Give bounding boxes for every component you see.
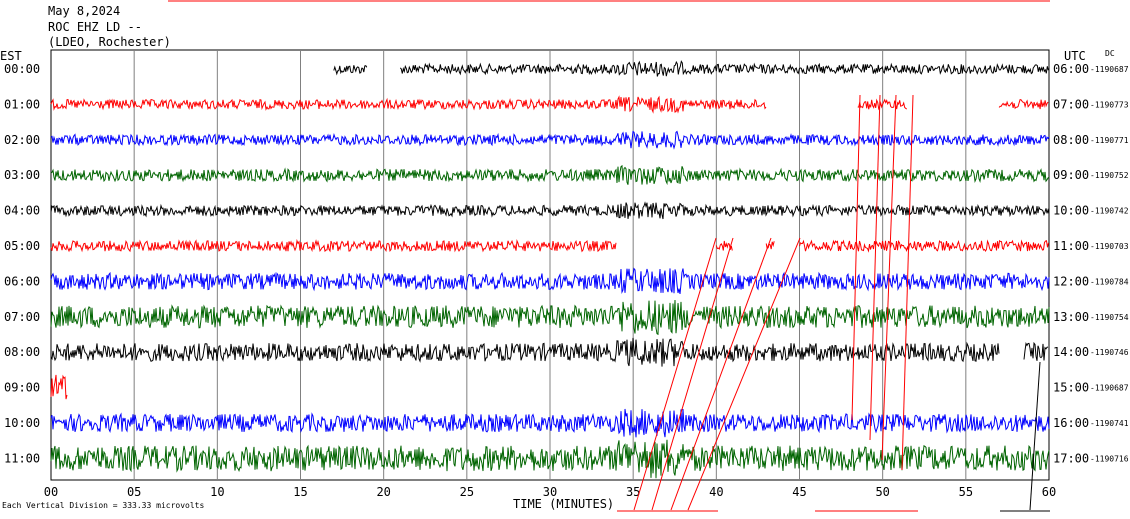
utc-hour-label: 06:00	[1053, 62, 1089, 76]
trace-row-0000-seg-0	[333, 65, 368, 76]
x-tick-40: 40	[709, 485, 723, 499]
utc-hour-label: 17:00	[1053, 451, 1089, 465]
utc-hour-label: 12:00	[1053, 274, 1089, 288]
trace-row-0000-seg-1	[399, 60, 1049, 77]
trace-row-0500-seg-0	[50, 238, 617, 253]
slant-line-0	[633, 237, 717, 511]
slant-line-7	[901, 94, 914, 471]
trace-row-0800-seg-0	[50, 337, 1000, 367]
est-hour-label: 05:00	[4, 239, 40, 253]
dc-offset-label: -1190746	[1090, 348, 1129, 357]
trace-row-0800-seg-1	[1023, 341, 1049, 361]
dc-offset-label: -1190754	[1090, 313, 1129, 322]
est-hour-label: 11:00	[4, 451, 40, 465]
slant-line-2	[670, 237, 772, 511]
slant-line-black	[1029, 361, 1041, 511]
est-hour-label: 08:00	[4, 345, 40, 359]
dc-offset-label: -1190703	[1090, 242, 1129, 251]
dc-offset-label: -1190771	[1090, 136, 1129, 145]
x-tick-10: 10	[210, 485, 224, 499]
utc-hour-label: 07:00	[1053, 97, 1089, 111]
utc-label: UTC	[1064, 49, 1086, 63]
dc-offset-label: -1190687	[1090, 384, 1129, 393]
pick-slant-lines	[633, 94, 1041, 511]
x-axis-title: TIME (MINUTES)	[513, 497, 614, 511]
x-tick-60: 60	[1042, 485, 1056, 499]
chart-date: May 8,2024	[48, 4, 120, 18]
dc-offset-label: -1190784	[1090, 277, 1129, 286]
trace-row-0100-seg-1	[857, 98, 908, 111]
utc-hour-label: 11:00	[1053, 239, 1089, 253]
est-hour-label: 03:00	[4, 168, 40, 182]
est-label: EST	[0, 49, 22, 63]
est-hour-label: 00:00	[4, 62, 40, 76]
station-code: ROC EHZ LD --	[48, 20, 142, 34]
utc-hour-label: 13:00	[1053, 310, 1089, 324]
x-tick-20: 20	[376, 485, 390, 499]
x-tick-35: 35	[626, 485, 640, 499]
est-hour-label: 07:00	[4, 310, 40, 324]
trace-row-0900-seg-0	[50, 374, 68, 400]
est-hour-label: 04:00	[4, 204, 40, 218]
x-tick-45: 45	[792, 485, 806, 499]
trace-row-0200-seg-0	[50, 130, 1050, 150]
vertical-grid	[133, 50, 967, 480]
est-hour-label: 06:00	[4, 274, 40, 288]
dc-offset-label: -1190741	[1090, 419, 1129, 428]
slant-line-4	[851, 94, 861, 421]
trace-row-0600-seg-0	[50, 267, 1050, 294]
utc-hour-label: 10:00	[1053, 204, 1089, 218]
x-tick-labels: 00 05 10 15 20 25 30 35 40 45 50 55 60	[44, 485, 1056, 499]
dc-offset-label: -1190752	[1090, 171, 1129, 180]
x-tick-15: 15	[293, 485, 307, 499]
dc-label: DC	[1105, 49, 1115, 58]
est-hour-label: 10:00	[4, 416, 40, 430]
x-tick-30: 30	[543, 485, 557, 499]
dc-offset-label: -1190687	[1090, 65, 1129, 74]
utc-hour-label: 15:00	[1053, 381, 1089, 395]
x-tick-00: 00	[44, 485, 58, 499]
x-tick-55: 55	[959, 485, 973, 499]
trace-row-1100-seg-0	[50, 439, 1050, 479]
x-tick-25: 25	[460, 485, 474, 499]
trace-row-0100-seg-0	[50, 95, 767, 114]
trace-row-1000-seg-0	[50, 408, 1050, 438]
traces-group	[50, 60, 1050, 479]
trace-row-0700-seg-0	[50, 299, 1050, 336]
dc-offset-label: -1190742	[1090, 207, 1129, 216]
x-tick-05: 05	[127, 485, 141, 499]
slant-line-6	[881, 94, 897, 461]
utc-hour-label: 09:00	[1053, 168, 1089, 182]
utc-hour-label: 08:00	[1053, 133, 1089, 147]
trace-row-0500-seg-3	[799, 239, 1049, 253]
trace-row-0400-seg-0	[50, 201, 1050, 220]
slant-line-5	[869, 94, 881, 441]
network-name: (LDEO, Rochester)	[48, 35, 171, 49]
trace-row-0100-seg-2	[998, 99, 1049, 110]
est-hour-label: 01:00	[4, 97, 40, 111]
est-hour-label: 02:00	[4, 133, 40, 147]
slant-line-1	[651, 237, 734, 511]
scale-note: Each Vertical Division = 333.33 microvol…	[2, 501, 204, 510]
est-hour-label: 09:00	[4, 381, 40, 395]
x-tick-50: 50	[875, 485, 889, 499]
trace-row-0300-seg-0	[50, 164, 1050, 186]
dc-offset-label: -1190773	[1090, 100, 1129, 109]
trace-row-0500-seg-1	[715, 240, 733, 251]
utc-hour-label: 14:00	[1053, 345, 1089, 359]
slant-line-3	[687, 237, 801, 511]
dc-offset-label: -1190716	[1090, 454, 1129, 463]
utc-hour-label: 16:00	[1053, 416, 1089, 430]
